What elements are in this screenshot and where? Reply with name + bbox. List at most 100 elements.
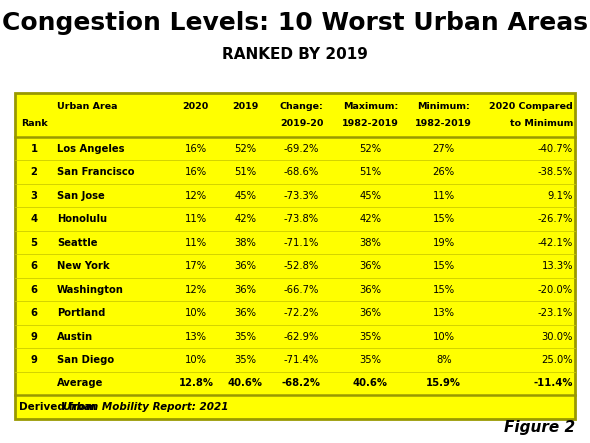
Text: Congestion Levels: 10 Worst Urban Areas: Congestion Levels: 10 Worst Urban Areas [2,11,588,35]
Text: -73.3%: -73.3% [284,190,319,201]
Text: -42.1%: -42.1% [537,237,573,248]
Text: 13%: 13% [432,308,455,318]
Text: 11%: 11% [185,214,207,224]
Text: San Francisco: San Francisco [57,167,135,177]
Text: 51%: 51% [359,167,382,177]
Text: 13.3%: 13.3% [542,261,573,271]
Text: 6: 6 [31,308,38,318]
Text: 36%: 36% [234,308,257,318]
Text: 2020 Compared: 2020 Compared [489,101,573,111]
Text: -71.1%: -71.1% [284,237,319,248]
Text: 36%: 36% [234,284,257,295]
Text: 6: 6 [31,261,38,271]
Text: -71.4%: -71.4% [284,355,319,365]
Text: -20.0%: -20.0% [537,284,573,295]
Text: 35%: 35% [234,355,257,365]
Text: 25.0%: 25.0% [541,355,573,365]
Text: 2: 2 [31,167,38,177]
Text: San Jose: San Jose [57,190,105,201]
Text: 45%: 45% [234,190,257,201]
FancyBboxPatch shape [15,93,575,419]
Text: 11%: 11% [185,237,207,248]
Text: 2019-20: 2019-20 [280,119,323,128]
Text: 10%: 10% [185,308,207,318]
Text: 36%: 36% [359,284,382,295]
Text: 4: 4 [31,214,38,224]
Text: 38%: 38% [359,237,381,248]
Text: -68.6%: -68.6% [284,167,319,177]
Text: -73.8%: -73.8% [284,214,319,224]
Text: Urban Mobility Report: 2021: Urban Mobility Report: 2021 [63,402,229,412]
Text: 36%: 36% [359,308,382,318]
Text: Seattle: Seattle [57,237,97,248]
Text: 11%: 11% [432,190,455,201]
Text: 35%: 35% [359,331,382,342]
Text: 10%: 10% [432,331,455,342]
Text: -52.8%: -52.8% [284,261,319,271]
Text: -26.7%: -26.7% [537,214,573,224]
Text: 16%: 16% [185,167,207,177]
Text: San Diego: San Diego [57,355,114,365]
Text: 9.1%: 9.1% [548,190,573,201]
Text: 1982-2019: 1982-2019 [415,119,472,128]
Text: Portland: Portland [57,308,106,318]
Text: Los Angeles: Los Angeles [57,144,124,154]
Text: Derived from: Derived from [19,402,100,412]
Text: Austin: Austin [57,331,93,342]
Text: 38%: 38% [234,237,256,248]
Text: 2020: 2020 [183,101,209,111]
Text: 52%: 52% [234,144,257,154]
Text: 42%: 42% [359,214,382,224]
Text: Rank: Rank [21,119,48,128]
Text: 12%: 12% [185,190,207,201]
Text: 30.0%: 30.0% [542,331,573,342]
Text: 19%: 19% [432,237,455,248]
Text: 26%: 26% [432,167,455,177]
Text: -23.1%: -23.1% [537,308,573,318]
Text: 1982-2019: 1982-2019 [342,119,399,128]
Text: 15%: 15% [432,214,455,224]
Text: New York: New York [57,261,110,271]
Text: -40.7%: -40.7% [537,144,573,154]
Text: Figure 2: Figure 2 [504,420,575,435]
Text: 15%: 15% [432,284,455,295]
Text: -68.2%: -68.2% [282,378,321,389]
Text: 3: 3 [31,190,38,201]
Text: to Minimum: to Minimum [510,119,573,128]
Text: 17%: 17% [185,261,207,271]
Text: 8%: 8% [436,355,451,365]
Text: 9: 9 [31,355,38,365]
Text: 9: 9 [31,331,38,342]
Text: Minimum:: Minimum: [417,101,470,111]
Text: 51%: 51% [234,167,257,177]
Text: 45%: 45% [359,190,382,201]
Text: Average: Average [57,378,103,389]
Text: 35%: 35% [234,331,257,342]
Text: -38.5%: -38.5% [537,167,573,177]
Text: -72.2%: -72.2% [284,308,319,318]
Text: 52%: 52% [359,144,382,154]
Text: -69.2%: -69.2% [284,144,319,154]
Text: Change:: Change: [280,101,323,111]
Text: 10%: 10% [185,355,207,365]
Text: 15%: 15% [432,261,455,271]
Text: 40.6%: 40.6% [228,378,263,389]
Text: Washington: Washington [57,284,124,295]
Text: 36%: 36% [234,261,257,271]
Text: Honolulu: Honolulu [57,214,107,224]
Text: 16%: 16% [185,144,207,154]
Text: 5: 5 [31,237,38,248]
Text: 36%: 36% [359,261,382,271]
Text: 35%: 35% [359,355,382,365]
Text: -62.9%: -62.9% [284,331,319,342]
Text: 42%: 42% [234,214,257,224]
Text: 12.8%: 12.8% [178,378,214,389]
Text: 12%: 12% [185,284,207,295]
Text: 13%: 13% [185,331,207,342]
Text: 1: 1 [31,144,38,154]
Text: Urban Area: Urban Area [57,101,117,111]
Text: 40.6%: 40.6% [353,378,388,389]
Text: 2019: 2019 [232,101,258,111]
Text: Maximum:: Maximum: [343,101,398,111]
Text: -66.7%: -66.7% [284,284,319,295]
